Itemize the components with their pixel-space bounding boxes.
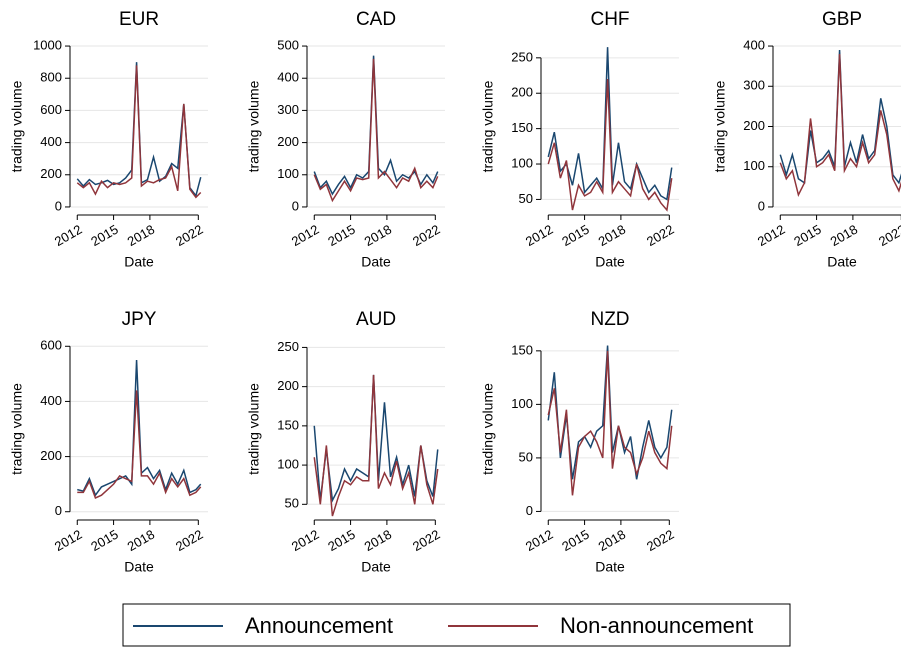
x-tick-label: 2022 [410, 527, 443, 554]
y-tick-label: 50 [519, 191, 533, 206]
x-tick-label: 2012 [523, 527, 556, 554]
y-tick-label: 100 [277, 457, 299, 472]
y-axis-label: trading volume [9, 383, 25, 475]
y-tick-label: 150 [511, 120, 533, 135]
y-tick-label: 400 [40, 134, 62, 149]
y-tick-label: 250 [511, 49, 533, 64]
x-axis-label: Date [827, 254, 857, 270]
y-tick-label: 50 [285, 496, 299, 511]
y-tick-label: 200 [277, 378, 299, 393]
series-line [779, 54, 901, 198]
x-axis-label: Date [124, 559, 154, 575]
y-tick-label: 400 [743, 37, 765, 52]
x-tick-label: 2022 [644, 527, 677, 554]
series-line [77, 360, 202, 497]
y-axis-label: trading volume [9, 80, 25, 172]
x-tick-label: 2015 [559, 527, 592, 554]
y-tick-label: 100 [277, 166, 299, 181]
x-tick-label: 2022 [410, 222, 443, 249]
series-line [547, 79, 673, 212]
chart-title: NZD [590, 309, 629, 330]
y-axis-label: trading volume [246, 383, 262, 475]
y-tick-label: 600 [40, 102, 62, 117]
y-tick-label: 600 [40, 338, 62, 353]
chart-title: EUR [119, 9, 159, 30]
x-tick-label: 2012 [289, 527, 322, 554]
x-tick-label: 2022 [644, 222, 677, 249]
y-tick-label: 200 [277, 134, 299, 149]
y-tick-label: 800 [40, 70, 62, 85]
y-tick-label: 200 [511, 85, 533, 100]
x-tick-label: 2018 [596, 222, 629, 249]
y-tick-label: 0 [292, 198, 299, 213]
x-axis-label: Date [361, 254, 391, 270]
x-tick-label: 2012 [755, 222, 788, 249]
x-tick-label: 2015 [559, 222, 592, 249]
x-axis-label: Date [361, 559, 391, 575]
x-tick-label: 2015 [791, 222, 824, 249]
x-tick-label: 2012 [52, 222, 85, 249]
x-tick-label: 2022 [173, 527, 206, 554]
y-tick-label: 0 [55, 198, 62, 213]
y-axis-label: trading volume [246, 80, 262, 172]
chart-title: CHF [590, 9, 629, 30]
y-tick-label: 100 [511, 155, 533, 170]
y-tick-label: 0 [526, 503, 533, 518]
x-tick-label: 2015 [88, 527, 121, 554]
y-tick-label: 300 [277, 102, 299, 117]
series-line [313, 58, 439, 203]
y-tick-label: 100 [743, 158, 765, 173]
y-axis-label: trading volume [712, 80, 728, 172]
legend-label: Non-announcement [560, 613, 753, 638]
x-tick-label: 2015 [325, 527, 358, 554]
x-tick-label: 2018 [596, 527, 629, 554]
x-tick-label: 2015 [325, 222, 358, 249]
x-tick-label: 2018 [125, 222, 158, 249]
series-line [313, 374, 439, 517]
series-line [547, 350, 673, 496]
x-tick-label: 2022 [173, 222, 206, 249]
y-tick-label: 0 [55, 503, 62, 518]
y-axis-label: trading volume [480, 383, 496, 475]
x-tick-label: 2018 [362, 222, 395, 249]
x-axis-label: Date [595, 254, 625, 270]
y-tick-label: 200 [743, 118, 765, 133]
series-line [76, 65, 202, 199]
chart-title: JPY [122, 309, 157, 330]
y-tick-label: 250 [277, 339, 299, 354]
y-tick-label: 200 [40, 166, 62, 181]
legend-label: Announcement [245, 613, 393, 638]
x-tick-label: 2018 [125, 527, 158, 554]
y-tick-label: 100 [511, 396, 533, 411]
y-tick-label: 150 [277, 417, 299, 432]
y-tick-label: 400 [277, 70, 299, 85]
x-axis-label: Date [124, 254, 154, 270]
y-tick-label: 300 [743, 78, 765, 93]
chart-title: GBP [822, 9, 862, 30]
y-tick-label: 150 [511, 342, 533, 357]
y-tick-label: 50 [519, 449, 533, 464]
chart-title: CAD [356, 9, 396, 30]
y-tick-label: 500 [277, 37, 299, 52]
y-tick-label: 200 [40, 448, 62, 463]
y-tick-label: 0 [758, 198, 765, 213]
x-tick-label: 2018 [828, 222, 861, 249]
chart-title: AUD [356, 309, 396, 330]
y-tick-label: 1000 [33, 37, 62, 52]
y-axis-label: trading volume [480, 80, 496, 172]
series-line [77, 390, 202, 499]
x-tick-label: 2015 [88, 222, 121, 249]
x-tick-label: 2022 [876, 222, 901, 249]
x-tick-label: 2012 [52, 527, 85, 554]
x-tick-label: 2012 [289, 222, 322, 249]
x-tick-label: 2018 [362, 527, 395, 554]
x-tick-label: 2012 [523, 222, 556, 249]
y-tick-label: 400 [40, 393, 62, 408]
series-line [547, 47, 673, 201]
x-axis-label: Date [595, 559, 625, 575]
